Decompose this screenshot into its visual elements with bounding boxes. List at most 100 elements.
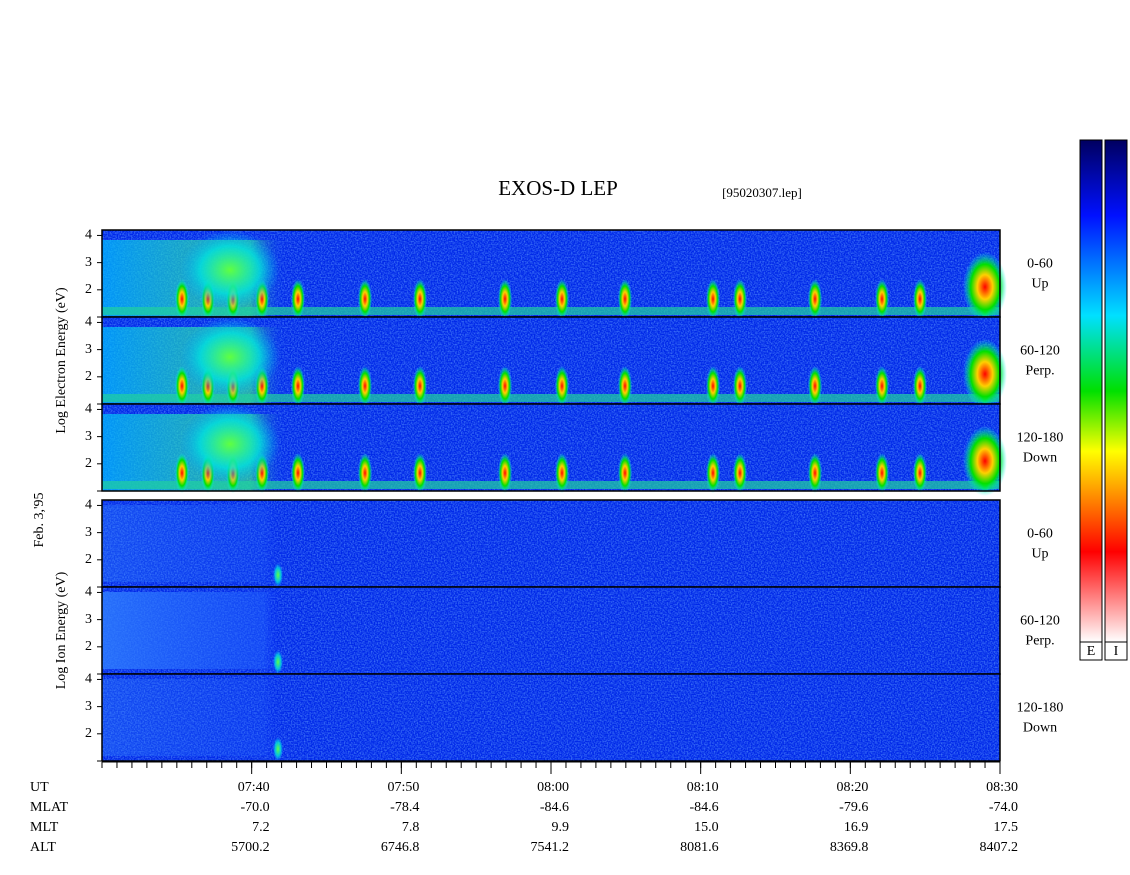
pitch-label: 60-120	[1020, 344, 1060, 359]
panel-feature	[358, 453, 372, 493]
y-tick-label: 4	[85, 672, 92, 687]
panel-feature	[733, 453, 747, 493]
row-label: MLT	[30, 820, 59, 835]
panel-feature	[913, 279, 927, 319]
orbit-value: -79.6	[839, 800, 868, 815]
direction-label: Perp.	[1025, 634, 1054, 649]
orbit-value: 7541.2	[531, 840, 570, 855]
y-tick-label: 4	[85, 228, 92, 243]
panel-feature	[555, 366, 569, 406]
panel-feature	[706, 279, 720, 319]
orbit-value: 6746.8	[381, 840, 420, 855]
panel-feature	[413, 366, 427, 406]
panel-feature	[175, 366, 189, 406]
panel-feature	[291, 366, 305, 406]
x-tick-label: 07:50	[387, 780, 419, 795]
panel-feature	[498, 453, 512, 493]
orbit-value: 7.2	[252, 820, 270, 835]
pitch-label: 60-120	[1020, 614, 1060, 629]
y-tick-label: 4	[85, 315, 92, 330]
x-tick-label: 08:00	[537, 780, 569, 795]
panel-feature	[102, 505, 282, 582]
pitch-label: 120-180	[1017, 431, 1064, 446]
file-label: [95020307.lep]	[722, 185, 802, 200]
y-axis-label: Log Ion Energy (eV)	[54, 571, 69, 689]
panel-feature	[291, 453, 305, 493]
panel-feature	[273, 737, 283, 761]
y-tick-label: 2	[85, 639, 92, 654]
panel-feature	[102, 394, 1000, 402]
orbit-value: -78.4	[390, 800, 419, 815]
x-tick-label: 08:30	[986, 780, 1018, 795]
panel-feature	[618, 453, 632, 493]
orbit-value: -84.6	[689, 800, 718, 815]
direction-label: Perp.	[1025, 364, 1054, 379]
color-bar	[1079, 139, 1103, 643]
y-axis-label: Log Electron Energy (eV)	[54, 287, 69, 434]
direction-label: Down	[1023, 451, 1057, 466]
orbit-value: 16.9	[844, 820, 869, 835]
panel-feature	[808, 279, 822, 319]
pitch-label: 0-60	[1027, 257, 1053, 272]
pitch-label: 120-180	[1017, 701, 1064, 716]
y-tick-label: 4	[85, 585, 92, 600]
panel-feature	[413, 453, 427, 493]
panel-feature	[555, 453, 569, 493]
y-tick-label: 3	[85, 255, 92, 270]
panel-feature	[102, 592, 282, 669]
y-tick-label: 3	[85, 612, 92, 627]
orbit-value: 9.9	[552, 820, 570, 835]
color-bar-label-box	[1104, 641, 1128, 661]
y-tick-label: 2	[85, 369, 92, 384]
y-tick-label: 4	[85, 402, 92, 417]
orbit-value: 7.8	[402, 820, 420, 835]
y-tick-label: 3	[85, 342, 92, 357]
panel-feature	[555, 279, 569, 319]
panel-feature	[358, 366, 372, 406]
orbit-value: 17.5	[994, 820, 1019, 835]
panel-feature	[808, 453, 822, 493]
panel-feature	[733, 366, 747, 406]
orbit-value: 15.0	[694, 820, 719, 835]
x-tick-label: 08:10	[687, 780, 719, 795]
panel-feature	[963, 339, 1007, 409]
row-label: UT	[30, 780, 49, 795]
panel-feature	[273, 650, 283, 674]
panel-feature	[875, 279, 889, 319]
panel-feature	[963, 426, 1007, 496]
panel-feature	[102, 481, 1000, 489]
panel-feature	[102, 307, 1000, 315]
y-tick-label: 4	[85, 498, 92, 513]
panel-frame	[101, 673, 1001, 762]
y-tick-label: 3	[85, 525, 92, 540]
panel-feature	[413, 279, 427, 319]
y-tick-label: 2	[85, 282, 92, 297]
panel-feature	[913, 453, 927, 493]
panel-feature	[358, 279, 372, 319]
orbit-value: 8407.2	[980, 840, 1019, 855]
direction-label: Up	[1031, 277, 1048, 292]
color-bar-label: I	[1114, 644, 1119, 659]
y-tick-label: 2	[85, 726, 92, 741]
x-tick-label: 08:20	[836, 780, 868, 795]
row-label: ALT	[30, 840, 56, 855]
panel-feature	[175, 453, 189, 493]
panel-feature	[706, 453, 720, 493]
panel-feature	[273, 563, 283, 587]
pitch-label: 0-60	[1027, 527, 1053, 542]
panel-feature	[102, 679, 282, 756]
x-tick-label: 07:40	[238, 780, 270, 795]
color-bar-label: E	[1087, 644, 1096, 659]
orbit-value: -70.0	[240, 800, 269, 815]
panel-feature	[498, 279, 512, 319]
panel-feature	[913, 366, 927, 406]
panel-feature	[618, 279, 632, 319]
y-tick-label: 3	[85, 429, 92, 444]
panel-feature	[175, 279, 189, 319]
panel-feature	[963, 252, 1007, 322]
direction-label: Down	[1023, 721, 1057, 736]
orbit-value: 8081.6	[680, 840, 719, 855]
panel-feature	[875, 453, 889, 493]
y-tick-label: 2	[85, 456, 92, 471]
